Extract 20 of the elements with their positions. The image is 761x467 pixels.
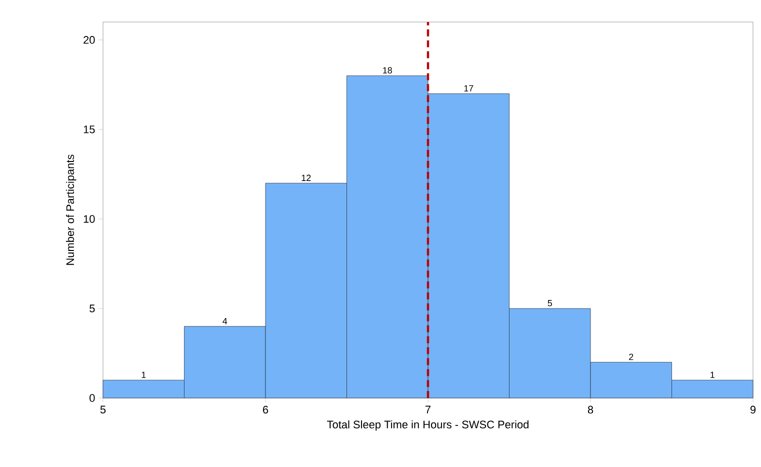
- y-tick-label: 15: [84, 126, 95, 134]
- y-axis-title: Number of Participants: [66, 154, 76, 265]
- x-tick-label: 7: [426, 406, 431, 414]
- data-label: 2: [629, 354, 634, 360]
- y-tick-label: 10: [84, 215, 95, 223]
- data-label: 1: [142, 372, 146, 378]
- data-label: 4: [222, 318, 228, 324]
- data-label: 17: [464, 85, 474, 92]
- x-tick-label: 8: [588, 406, 594, 414]
- x-tick-label: 9: [750, 406, 756, 414]
- data-label: 12: [302, 174, 311, 181]
- data-label: 1: [710, 372, 714, 378]
- x-tick-label: 6: [263, 406, 268, 414]
- data-label: 5: [548, 300, 552, 306]
- data-label: 18: [383, 67, 392, 74]
- y-tick-label: 0: [90, 394, 95, 402]
- x-axis-title: Total Sleep Time in Hours - SWSC Period: [327, 420, 528, 431]
- x-tick-label: 5: [100, 406, 106, 414]
- y-tick-label: 5: [90, 304, 95, 312]
- y-tick-label: 20: [84, 36, 95, 44]
